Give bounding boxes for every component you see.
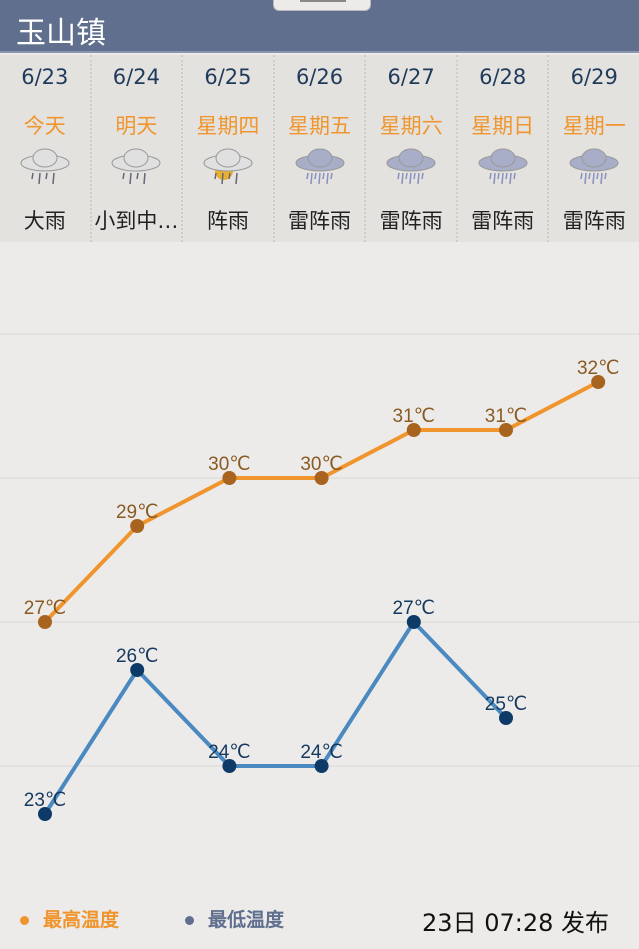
day-column[interactable]: 6/27 星期六雷阵雨 (366, 55, 458, 242)
day-date: 6/28 (479, 65, 527, 89)
day-weekday: 星期日 (471, 114, 535, 138)
high-temp-point (38, 615, 52, 629)
day-column[interactable]: 6/28 星期日雷阵雨 (458, 55, 550, 242)
day-weather-desc: 雷阵雨 (379, 209, 443, 233)
low-temp-label: 24℃ (208, 742, 250, 763)
low-temp-point (130, 663, 145, 677)
low-temp-label: 24℃ (300, 742, 342, 763)
high-temp-label: 29℃ (116, 502, 158, 523)
heavy-rain-icon (15, 145, 75, 190)
day-date: 6/24 (112, 65, 160, 89)
day-weather-desc: 小到中… (94, 209, 179, 233)
legend-low-label: 最低温度 (208, 909, 285, 931)
day-weather-desc: 大雨 (23, 209, 66, 233)
day-date: 6/25 (204, 65, 252, 89)
high-temp-label: 27℃ (24, 598, 66, 619)
day-date: 6/29 (570, 65, 618, 89)
high-temp-label: 31℃ (393, 406, 435, 427)
high-temp-point (406, 423, 421, 437)
shower-icon (198, 145, 258, 190)
high-temp-point (222, 471, 237, 485)
legend-high-label: 最高温度 (43, 909, 120, 931)
legend-low-dot (185, 916, 194, 925)
light-to-moderate-rain-icon (106, 145, 166, 190)
day-date: 6/26 (295, 65, 344, 89)
high-temp-point (499, 423, 513, 437)
high-temp-point (314, 471, 329, 485)
day-column[interactable]: 6/29 星期一雷阵雨 (549, 55, 639, 242)
day-weekday: 今天 (23, 114, 66, 138)
legend-high: 最高温度 (20, 905, 119, 932)
legend-low: 最低温度 (185, 905, 284, 932)
low-temp-point (38, 807, 52, 821)
thunder-shower-icon (290, 145, 350, 190)
day-column[interactable]: 6/23 今天大雨 (0, 55, 92, 242)
thunder-shower-icon (564, 145, 624, 190)
day-date: 6/23 (21, 65, 69, 89)
day-weekday: 明天 (115, 114, 158, 138)
day-weekday: 星期四 (196, 114, 260, 138)
drag-handle[interactable] (273, 0, 371, 11)
day-weather-desc: 阵雨 (206, 209, 249, 233)
day-weather-desc: 雷阵雨 (562, 209, 626, 233)
high-temp-label: 32℃ (577, 358, 619, 379)
day-weekday: 星期一 (562, 114, 626, 138)
high-temp-point (591, 375, 606, 389)
high-temp-point (130, 519, 145, 533)
low-temp-label: 26℃ (116, 646, 158, 667)
day-weekday: 星期六 (379, 114, 443, 138)
low-temp-line (43, 620, 508, 816)
low-temp-label: 27℃ (393, 598, 435, 619)
day-column[interactable]: 6/25 星期四阵雨 (183, 55, 275, 242)
low-temp-point (314, 759, 329, 773)
day-date: 6/27 (387, 65, 435, 89)
thunder-shower-icon (473, 145, 533, 190)
day-weekday: 星期五 (288, 114, 352, 138)
high-temp-label: 30℃ (300, 454, 342, 475)
day-weather-desc: 雷阵雨 (288, 209, 352, 233)
day-weather-desc: 雷阵雨 (471, 209, 535, 233)
low-temp-label: 25℃ (485, 694, 527, 715)
high-temp-label: 30℃ (208, 454, 250, 475)
location-title: 玉山镇 (16, 16, 106, 51)
low-temp-point (406, 615, 421, 629)
forecast-strip: 6/23 今天 大雨 6/24 明天 小到中… 6/25 星期四 阵雨 6/26 星期五 雷阵雨 6/2… (0, 55, 639, 242)
high-temp-label: 31℃ (485, 406, 527, 427)
legend-high-dot (20, 916, 29, 925)
header: 玉山镇 (0, 0, 639, 53)
day-column[interactable]: 6/26 星期五雷阵雨 (275, 55, 367, 242)
low-temp-label: 23℃ (24, 790, 66, 811)
thunder-shower-icon (381, 145, 441, 190)
low-temp-point (222, 759, 237, 773)
day-column[interactable]: 6/24 明天小到中… (92, 55, 184, 242)
publish-time: 23日 07:28 发布 (422, 909, 609, 937)
low-temp-point (499, 711, 513, 725)
